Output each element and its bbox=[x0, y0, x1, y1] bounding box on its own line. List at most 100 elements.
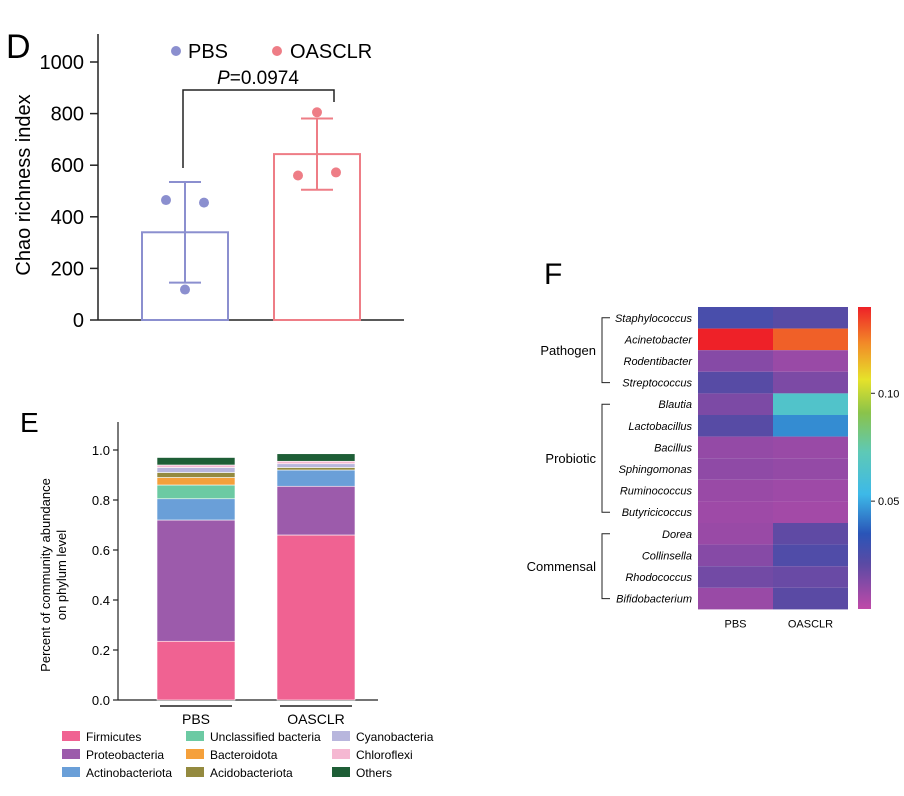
d-data-point bbox=[199, 197, 209, 208]
panel-label-f: F bbox=[544, 258, 562, 291]
e-legend-label: Firmicutes bbox=[86, 730, 141, 744]
d-y-tick-label: 1000 bbox=[40, 52, 85, 74]
d-significance-bracket bbox=[182, 89, 335, 168]
f-group-bracket-probiotic bbox=[601, 403, 610, 513]
e-axes: 0.0 0.2 0.4 0.6 0.8 1.0 PBS OASCLR bbox=[92, 422, 378, 727]
e-legend-swatch bbox=[62, 749, 80, 759]
f-cell-bifidobacterium-pbs bbox=[698, 587, 773, 610]
e-segment-actinobacteriota bbox=[156, 498, 236, 521]
f-cell-acinetobacter-pbs bbox=[698, 328, 773, 351]
e-y-tick-label: 0.4 bbox=[92, 593, 110, 608]
d-y-tick-label: 0 bbox=[73, 310, 84, 332]
d-y-tick-label: 800 bbox=[51, 104, 84, 126]
f-row-label-sphingomonas: Sphingomonas bbox=[619, 464, 693, 476]
panel-d: D Chao richness index 02004006008001000 … bbox=[6, 28, 404, 332]
f-group-bracket-pathogen bbox=[601, 317, 610, 384]
d-legend-marker-pbs bbox=[171, 46, 181, 56]
f-cell-blautia-pbs bbox=[698, 393, 773, 415]
e-segment-acidobacteriota bbox=[156, 472, 236, 478]
e-y-tick-label: 0.2 bbox=[92, 643, 110, 658]
d-significance: P=0.0974 bbox=[182, 68, 335, 168]
d-significance-text: P=0.0974 bbox=[217, 68, 299, 89]
e-segment-bacteroidota bbox=[156, 477, 236, 486]
f-column-label-pbs: PBS bbox=[724, 618, 746, 630]
f-row-label-streptococcus: Streptococcus bbox=[622, 378, 692, 390]
e-segment-chloroflexi bbox=[276, 460, 356, 465]
e-y-tick-label: 1.0 bbox=[92, 443, 110, 458]
e-y-tick-label: 0.6 bbox=[92, 543, 110, 558]
f-row-label-ruminococcus: Ruminococcus bbox=[620, 486, 693, 498]
f-cell-lactobacillus-oasclr bbox=[773, 415, 848, 437]
f-row-label-rodentibacter: Rodentibacter bbox=[624, 356, 694, 368]
d-data-point bbox=[312, 107, 322, 118]
f-cell-staphylococcus-oasclr bbox=[773, 307, 848, 329]
f-group-label-probiotic: Probiotic bbox=[545, 451, 596, 466]
d-y-tick-label: 400 bbox=[51, 207, 84, 229]
f-row-label-rhodococcus: Rhodococcus bbox=[625, 572, 692, 584]
f-cell-streptococcus-pbs bbox=[698, 371, 773, 394]
f-row-label-butyricicoccus: Butyricicoccus bbox=[622, 507, 693, 519]
d-bars bbox=[141, 107, 361, 321]
d-y-axis-label: Chao richness index bbox=[13, 94, 35, 275]
f-cell-butyricicoccus-pbs bbox=[698, 501, 773, 523]
f-cell-ruminococcus-oasclr bbox=[773, 479, 848, 502]
e-legend: Firmicutes Proteobacteria Actinobacteriota… bbox=[62, 730, 434, 780]
f-column-label-oasclr: OASCLR bbox=[788, 618, 833, 630]
e-segment-firmicutes bbox=[156, 640, 236, 701]
e-y-tick-label: 0.8 bbox=[92, 493, 110, 508]
d-legend-marker-oasclr bbox=[272, 46, 282, 56]
f-cell-blautia-oasclr bbox=[773, 393, 848, 415]
d-data-point bbox=[293, 170, 303, 181]
d-data-point bbox=[180, 284, 190, 295]
f-colorbar-gradient bbox=[858, 307, 871, 609]
e-legend-swatch bbox=[62, 767, 80, 777]
d-legend-label-oasclr: OASCLR bbox=[290, 41, 372, 63]
f-cell-acinetobacter-oasclr bbox=[773, 328, 848, 351]
e-segment-actinobacteriota bbox=[276, 469, 356, 487]
f-cell-collinsella-oasclr bbox=[773, 544, 848, 567]
f-colorbar-tick-label: 0.10 bbox=[878, 388, 899, 400]
f-cell-rhodococcus-pbs bbox=[698, 566, 773, 588]
e-legend-swatch bbox=[332, 749, 350, 759]
f-cell-ruminococcus-pbs bbox=[698, 479, 773, 502]
e-segment-cyanobacteria bbox=[156, 467, 236, 473]
e-y-tick-label: 0.0 bbox=[92, 693, 110, 708]
e-x-tick-label-pbs: PBS bbox=[182, 711, 210, 727]
f-cell-collinsella-pbs bbox=[698, 544, 773, 567]
f-cell-bacillus-oasclr bbox=[773, 436, 848, 459]
f-group-label-commensal: Commensal bbox=[527, 559, 596, 574]
d-y-tick-label: 600 bbox=[51, 155, 84, 177]
f-row-label-bifidobacterium: Bifidobacterium bbox=[616, 594, 692, 606]
e-stacked-bars bbox=[156, 453, 356, 701]
panel-f: F PBS OASCLR Staphylococcus Acinetobacter R… bbox=[527, 258, 900, 630]
f-cell-rodentibacter-oasclr bbox=[773, 350, 848, 372]
panel-label-e: E bbox=[20, 407, 39, 438]
f-cell-rhodococcus-oasclr bbox=[773, 566, 848, 588]
e-segment-acidobacteriota bbox=[276, 467, 356, 471]
e-segment-proteobacteria bbox=[156, 519, 236, 642]
e-segment-others bbox=[276, 453, 356, 462]
e-legend-label: Others bbox=[356, 766, 392, 780]
f-cell-streptococcus-oasclr bbox=[773, 371, 848, 394]
e-y-axis-label-line2: on phylum level bbox=[54, 530, 69, 620]
f-row-label-staphylococcus: Staphylococcus bbox=[615, 313, 693, 325]
f-row-labels: Staphylococcus Acinetobacter Rodentibacter… bbox=[615, 313, 693, 606]
f-cell-bacillus-pbs bbox=[698, 436, 773, 459]
f-group-bracket-commensal bbox=[601, 533, 610, 600]
f-row-label-blautia: Blautia bbox=[658, 399, 692, 411]
e-legend-label: Acidobacteriota bbox=[210, 766, 293, 780]
e-segment-firmicutes bbox=[276, 534, 356, 701]
f-cell-lactobacillus-pbs bbox=[698, 415, 773, 437]
e-legend-swatch bbox=[186, 731, 204, 741]
d-legend: PBS OASCLR bbox=[171, 41, 372, 63]
e-y-axis-label-line1: Percent of community abundance bbox=[38, 478, 53, 672]
f-cell-sphingomonas-oasclr bbox=[773, 458, 848, 480]
e-segment-cyanobacteria bbox=[276, 463, 356, 468]
f-colorbar: 0.05 0.10 bbox=[858, 307, 899, 609]
f-heatmap: PBS OASCLR bbox=[698, 307, 848, 630]
d-legend-label-pbs: PBS bbox=[188, 41, 228, 63]
d-data-point bbox=[331, 167, 341, 178]
d-y-tick-label: 200 bbox=[51, 258, 84, 280]
f-cell-rodentibacter-pbs bbox=[698, 350, 773, 372]
